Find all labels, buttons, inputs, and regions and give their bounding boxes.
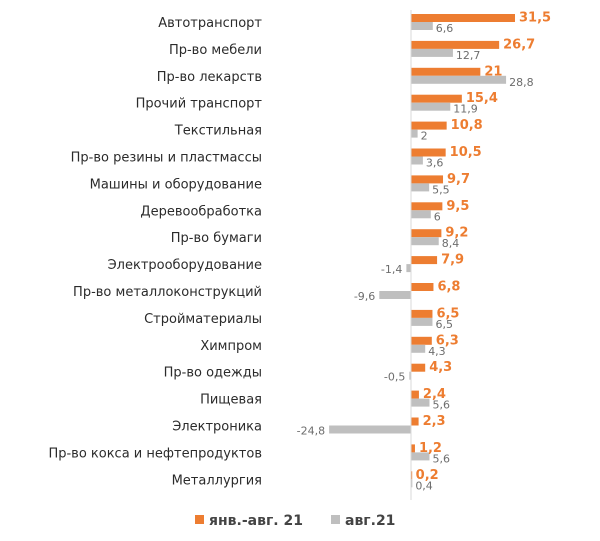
data-label-series-2-пр-во-бумаги: 8,4 <box>442 237 460 250</box>
legend-label-series-1: янв.-авг. 21 <box>209 513 303 529</box>
category-label-пр-во-бумаги: Пр-во бумаги <box>171 231 262 246</box>
data-label-series-1-машины-и-оборудование: 9,7 <box>447 172 470 187</box>
category-label-электроника: Электроника <box>172 420 262 435</box>
data-label-series-2-автотранспорт: 6,6 <box>436 22 454 35</box>
bar-series-1-пр-во-мебели <box>411 40 500 49</box>
bar-series-1-стройматериалы <box>411 309 433 318</box>
bar-series-1-электрооборудование <box>411 256 438 265</box>
data-label-series-1-текстильная: 10,8 <box>451 118 483 133</box>
bar-series-2-деревообработка <box>411 210 431 219</box>
bar-series-1-пр-во-одежды <box>411 363 426 372</box>
bar-series-1-металлургия <box>411 471 413 480</box>
bar-series-2-автотранспорт <box>411 22 433 30</box>
category-label-прочий-транспорт: Прочий транспорт <box>136 97 263 112</box>
bar-series-1-пищевая <box>411 390 419 399</box>
data-label-series-2-химпром: 4,3 <box>428 345 446 358</box>
data-label-series-1-химпром: 6,3 <box>436 333 459 348</box>
data-label-series-2-деревообработка: 6 <box>434 210 441 223</box>
data-label-series-2-пр-во-металлоконструкций: -9,6 <box>354 290 375 303</box>
data-label-series-2-пищевая: 5,6 <box>432 399 450 412</box>
legend-swatch-series-2 <box>331 515 340 524</box>
bar-series-1-текстильная <box>411 121 447 130</box>
data-label-series-1-автотранспорт: 31,5 <box>519 11 551 26</box>
data-label-series-2-пр-во-резины-и-пластмассы: 3,6 <box>426 157 444 170</box>
category-label-деревообработка: Деревообработка <box>140 204 262 219</box>
category-labels: Автотранспорт Пр-во мебели Пр-во лекарств П… <box>48 16 262 488</box>
category-label-пр-во-одежды: Пр-во одежды <box>164 366 262 381</box>
category-label-пр-во-металлоконструкций: Пр-во металлоконструкций <box>73 285 262 300</box>
bar-series-2-пр-во-металлоконструкций <box>379 291 411 299</box>
category-label-автотранспорт: Автотранспорт <box>158 16 262 31</box>
data-label-series-1-прочий-транспорт: 15,4 <box>466 91 498 106</box>
bar-series-2-электрооборудование <box>406 264 411 273</box>
bar-series-2-пр-во-бумаги <box>411 237 439 246</box>
data-labels: 31,5 6,6 26,7 12,721 28,8 15,411,9 10,8 2 10,5 3,… <box>297 11 551 493</box>
data-label-series-2-прочий-транспорт: 11,9 <box>453 103 478 116</box>
bar-series-2-прочий-транспорт <box>411 102 451 111</box>
data-label-series-1-металлургия: 0,2 <box>416 468 439 483</box>
legend-label-series-2: авг.21 <box>345 513 395 529</box>
data-label-series-2-металлургия: 0,4 <box>415 479 433 492</box>
category-label-стройматериалы: Стройматериалы <box>144 312 262 327</box>
category-label-металлургия: Металлургия <box>172 473 262 488</box>
bar-series-2-текстильная <box>411 129 418 138</box>
bar-series-1-пр-во-металлоконструкций <box>411 283 434 291</box>
data-label-series-2-пр-во-лекарств: 28,8 <box>509 76 533 89</box>
bar-series-2-пр-во-кокса-и-нефтепродуктов <box>411 452 430 461</box>
bar-series-2-пищевая <box>411 398 430 407</box>
category-label-химпром: Химпром <box>200 339 262 354</box>
data-label-series-2-электроника: -24,8 <box>297 425 325 438</box>
bar-series-1-пр-во-бумаги <box>411 229 442 238</box>
data-label-series-2-пр-во-мебели: 12,7 <box>456 49 481 62</box>
bar-series-1-пр-во-кокса-и-нефтепродуктов <box>411 444 415 453</box>
bar-series-2-металлургия <box>411 479 413 488</box>
data-label-series-2-текстильная: 2 <box>421 130 428 143</box>
data-label-series-1-пр-во-бумаги: 9,2 <box>445 226 468 241</box>
legend-swatch-series-1 <box>195 515 204 524</box>
bar-series-2-пр-во-лекарств <box>411 75 507 84</box>
data-label-series-1-пр-во-лекарств: 21 <box>484 64 502 79</box>
category-label-текстильная: Текстильная <box>174 124 262 139</box>
bar-series-1-машины-и-оборудование <box>411 175 444 184</box>
data-label-series-2-электрооборудование: -1,4 <box>381 263 402 276</box>
data-label-series-1-пр-во-резины-и-пластмассы: 10,5 <box>450 145 482 160</box>
bar-series-1-пр-во-резины-и-пластмассы <box>411 148 446 157</box>
data-label-series-1-пр-во-металлоконструкций: 6,8 <box>437 280 460 295</box>
data-label-series-1-деревообработка: 9,5 <box>446 199 469 214</box>
category-label-пищевая: Пищевая <box>200 393 262 408</box>
data-label-series-1-пищевая: 2,4 <box>423 387 446 402</box>
data-label-series-2-пр-во-одежды: -0,5 <box>384 371 405 384</box>
data-label-series-2-машины-и-оборудование: 5,5 <box>432 183 450 196</box>
legend: янв.-авг. 21 авг.21 <box>195 513 395 529</box>
bar-series-1-химпром <box>411 336 432 345</box>
category-label-электрооборудование: Электрооборудование <box>108 258 262 273</box>
bar-series-2-стройматериалы <box>411 317 433 326</box>
data-label-series-1-электроника: 2,3 <box>423 414 446 429</box>
bar-series-2-химпром <box>411 344 426 353</box>
data-label-series-1-стройматериалы: 6,5 <box>436 306 459 321</box>
data-label-series-2-стройматериалы: 6,5 <box>435 318 453 331</box>
bar-series-1-электроника <box>411 417 419 426</box>
category-label-пр-во-кокса-и-нефтепродуктов: Пр-во кокса и нефтепродуктов <box>48 446 262 461</box>
data-label-series-2-пр-во-кокса-и-нефтепродуктов: 5,6 <box>432 452 450 465</box>
data-label-series-1-пр-во-кокса-и-нефтепродуктов: 1,2 <box>419 441 442 456</box>
bar-series-1-автотранспорт <box>411 14 515 22</box>
bar-series-1-прочий-транспорт <box>411 94 462 103</box>
data-label-series-1-электрооборудование: 7,9 <box>441 253 464 268</box>
bar-series-2-пр-во-мебели <box>411 48 453 57</box>
bar-series-1-пр-во-лекарств <box>411 67 481 76</box>
category-label-пр-во-мебели: Пр-во мебели <box>169 43 262 58</box>
bar-series-2-пр-во-одежды <box>409 371 411 380</box>
bar-series-2-электроника <box>329 425 411 434</box>
category-label-пр-во-резины-и-пластмассы: Пр-во резины и пластмассы <box>71 151 262 166</box>
bars <box>329 14 515 488</box>
bar-series-1-деревообработка <box>411 202 443 211</box>
category-label-машины-и-оборудование: Машины и оборудование <box>90 177 262 192</box>
data-label-series-1-пр-во-одежды: 4,3 <box>429 360 452 375</box>
data-label-series-1-пр-во-мебели: 26,7 <box>503 37 535 52</box>
bar-series-2-пр-во-резины-и-пластмассы <box>411 156 423 165</box>
category-label-пр-во-лекарств: Пр-во лекарств <box>157 70 262 85</box>
bar-series-2-машины-и-оборудование <box>411 183 430 192</box>
